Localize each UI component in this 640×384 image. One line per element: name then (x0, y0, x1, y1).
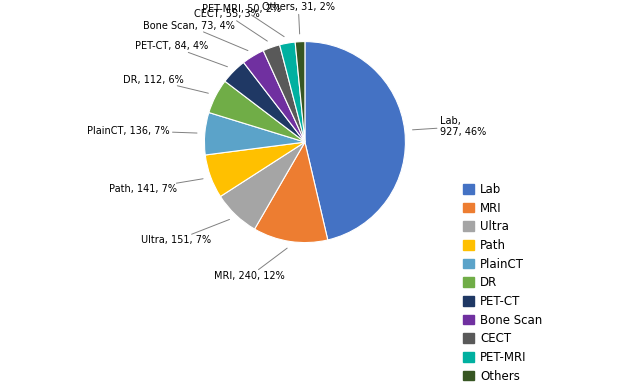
Wedge shape (209, 81, 305, 142)
Wedge shape (263, 45, 305, 142)
Text: MRI, 240, 12%: MRI, 240, 12% (214, 248, 287, 281)
Wedge shape (220, 142, 305, 229)
Text: Bone Scan, 73, 4%: Bone Scan, 73, 4% (143, 21, 248, 51)
Text: CECT, 55, 3%: CECT, 55, 3% (194, 9, 268, 41)
Text: DR, 112, 6%: DR, 112, 6% (124, 75, 209, 93)
Text: Lab,
927, 46%: Lab, 927, 46% (413, 116, 486, 137)
Wedge shape (225, 63, 305, 142)
Wedge shape (280, 42, 305, 142)
Text: PET-CT, 84, 4%: PET-CT, 84, 4% (136, 41, 227, 67)
Wedge shape (305, 41, 405, 240)
Text: PlainCT, 136, 7%: PlainCT, 136, 7% (87, 126, 197, 136)
Text: Others, 31, 2%: Others, 31, 2% (262, 2, 335, 34)
Wedge shape (205, 142, 305, 197)
Text: Path, 141, 7%: Path, 141, 7% (109, 179, 203, 194)
Wedge shape (255, 142, 328, 243)
Legend: Lab, MRI, Ultra, Path, PlainCT, DR, PET-CT, Bone Scan, CECT, PET-MRI, Others: Lab, MRI, Ultra, Path, PlainCT, DR, PET-… (463, 183, 542, 382)
Wedge shape (244, 51, 305, 142)
Text: Ultra, 151, 7%: Ultra, 151, 7% (141, 219, 230, 245)
Wedge shape (204, 113, 305, 155)
Wedge shape (295, 41, 305, 142)
Text: PET-MRI, 50, 2%: PET-MRI, 50, 2% (202, 3, 284, 36)
